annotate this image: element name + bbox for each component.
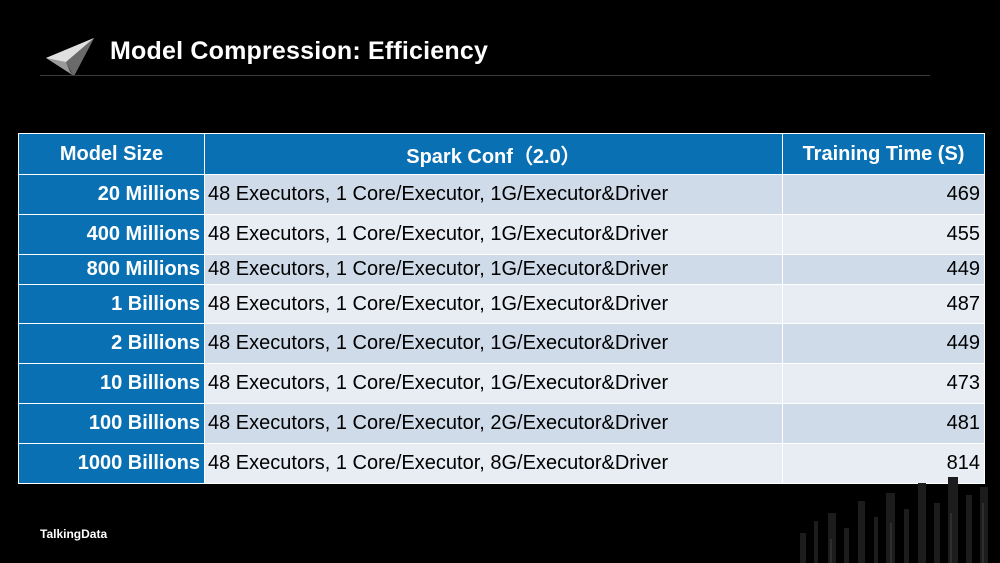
table-row: 100 Billions 48 Executors, 1 Core/Execut… [18, 403, 985, 444]
decorative-city-graphic [800, 477, 988, 563]
table-row: 2 Billions 48 Executors, 1 Core/Executor… [18, 323, 985, 364]
paper-plane-logo-icon [46, 38, 94, 76]
model-size-cell: 1000 Billions [18, 443, 205, 484]
spark-conf-cell: 48 Executors, 1 Core/Executor, 8G/Execut… [204, 443, 783, 484]
training-time-cell: 469 [782, 174, 985, 215]
training-time-cell: 473 [782, 363, 985, 404]
spark-conf-cell: 48 Executors, 1 Core/Executor, 2G/Execut… [204, 403, 783, 444]
brand-logo-text: TalkingData [40, 527, 108, 541]
table-row: 400 Millions 48 Executors, 1 Core/Execut… [18, 214, 985, 255]
table-row: 20 Millions 48 Executors, 1 Core/Executo… [18, 174, 985, 215]
table-row: 10 Billions 48 Executors, 1 Core/Executo… [18, 363, 985, 404]
training-time-cell: 449 [782, 323, 985, 364]
table-row: 800 Millions 48 Executors, 1 Core/Execut… [18, 254, 985, 285]
training-time-cell: 487 [782, 284, 985, 324]
spark-conf-cell: 48 Executors, 1 Core/Executor, 1G/Execut… [204, 254, 783, 285]
header-model-size: Model Size [18, 133, 205, 175]
model-size-cell: 2 Billions [18, 323, 205, 364]
spark-conf-cell: 48 Executors, 1 Core/Executor, 1G/Execut… [204, 363, 783, 404]
training-time-cell: 481 [782, 403, 985, 444]
spark-conf-cell: 48 Executors, 1 Core/Executor, 1G/Execut… [204, 214, 783, 255]
table-row: 1 Billions 48 Executors, 1 Core/Executor… [18, 284, 985, 324]
spark-conf-cell: 48 Executors, 1 Core/Executor, 1G/Execut… [204, 174, 783, 215]
model-size-cell: 20 Millions [18, 174, 205, 215]
table-row: 1000 Billions 48 Executors, 1 Core/Execu… [18, 443, 985, 484]
efficiency-table: Model Size Spark Conf（2.0） Training Time… [18, 133, 985, 484]
model-size-cell: 800 Millions [18, 254, 205, 285]
model-size-cell: 100 Billions [18, 403, 205, 444]
header-spark-conf: Spark Conf（2.0） [204, 133, 783, 175]
spark-conf-cell: 48 Executors, 1 Core/Executor, 1G/Execut… [204, 284, 783, 324]
title-divider [40, 75, 930, 76]
model-size-cell: 1 Billions [18, 284, 205, 324]
table-header-row: Model Size Spark Conf（2.0） Training Time… [18, 133, 985, 175]
training-time-cell: 455 [782, 214, 985, 255]
training-time-cell: 449 [782, 254, 985, 285]
header-training-time: Training Time (S) [782, 133, 985, 175]
model-size-cell: 400 Millions [18, 214, 205, 255]
spark-conf-cell: 48 Executors, 1 Core/Executor, 1G/Execut… [204, 323, 783, 364]
slide-title: Model Compression: Efficiency [110, 37, 489, 65]
model-size-cell: 10 Billions [18, 363, 205, 404]
